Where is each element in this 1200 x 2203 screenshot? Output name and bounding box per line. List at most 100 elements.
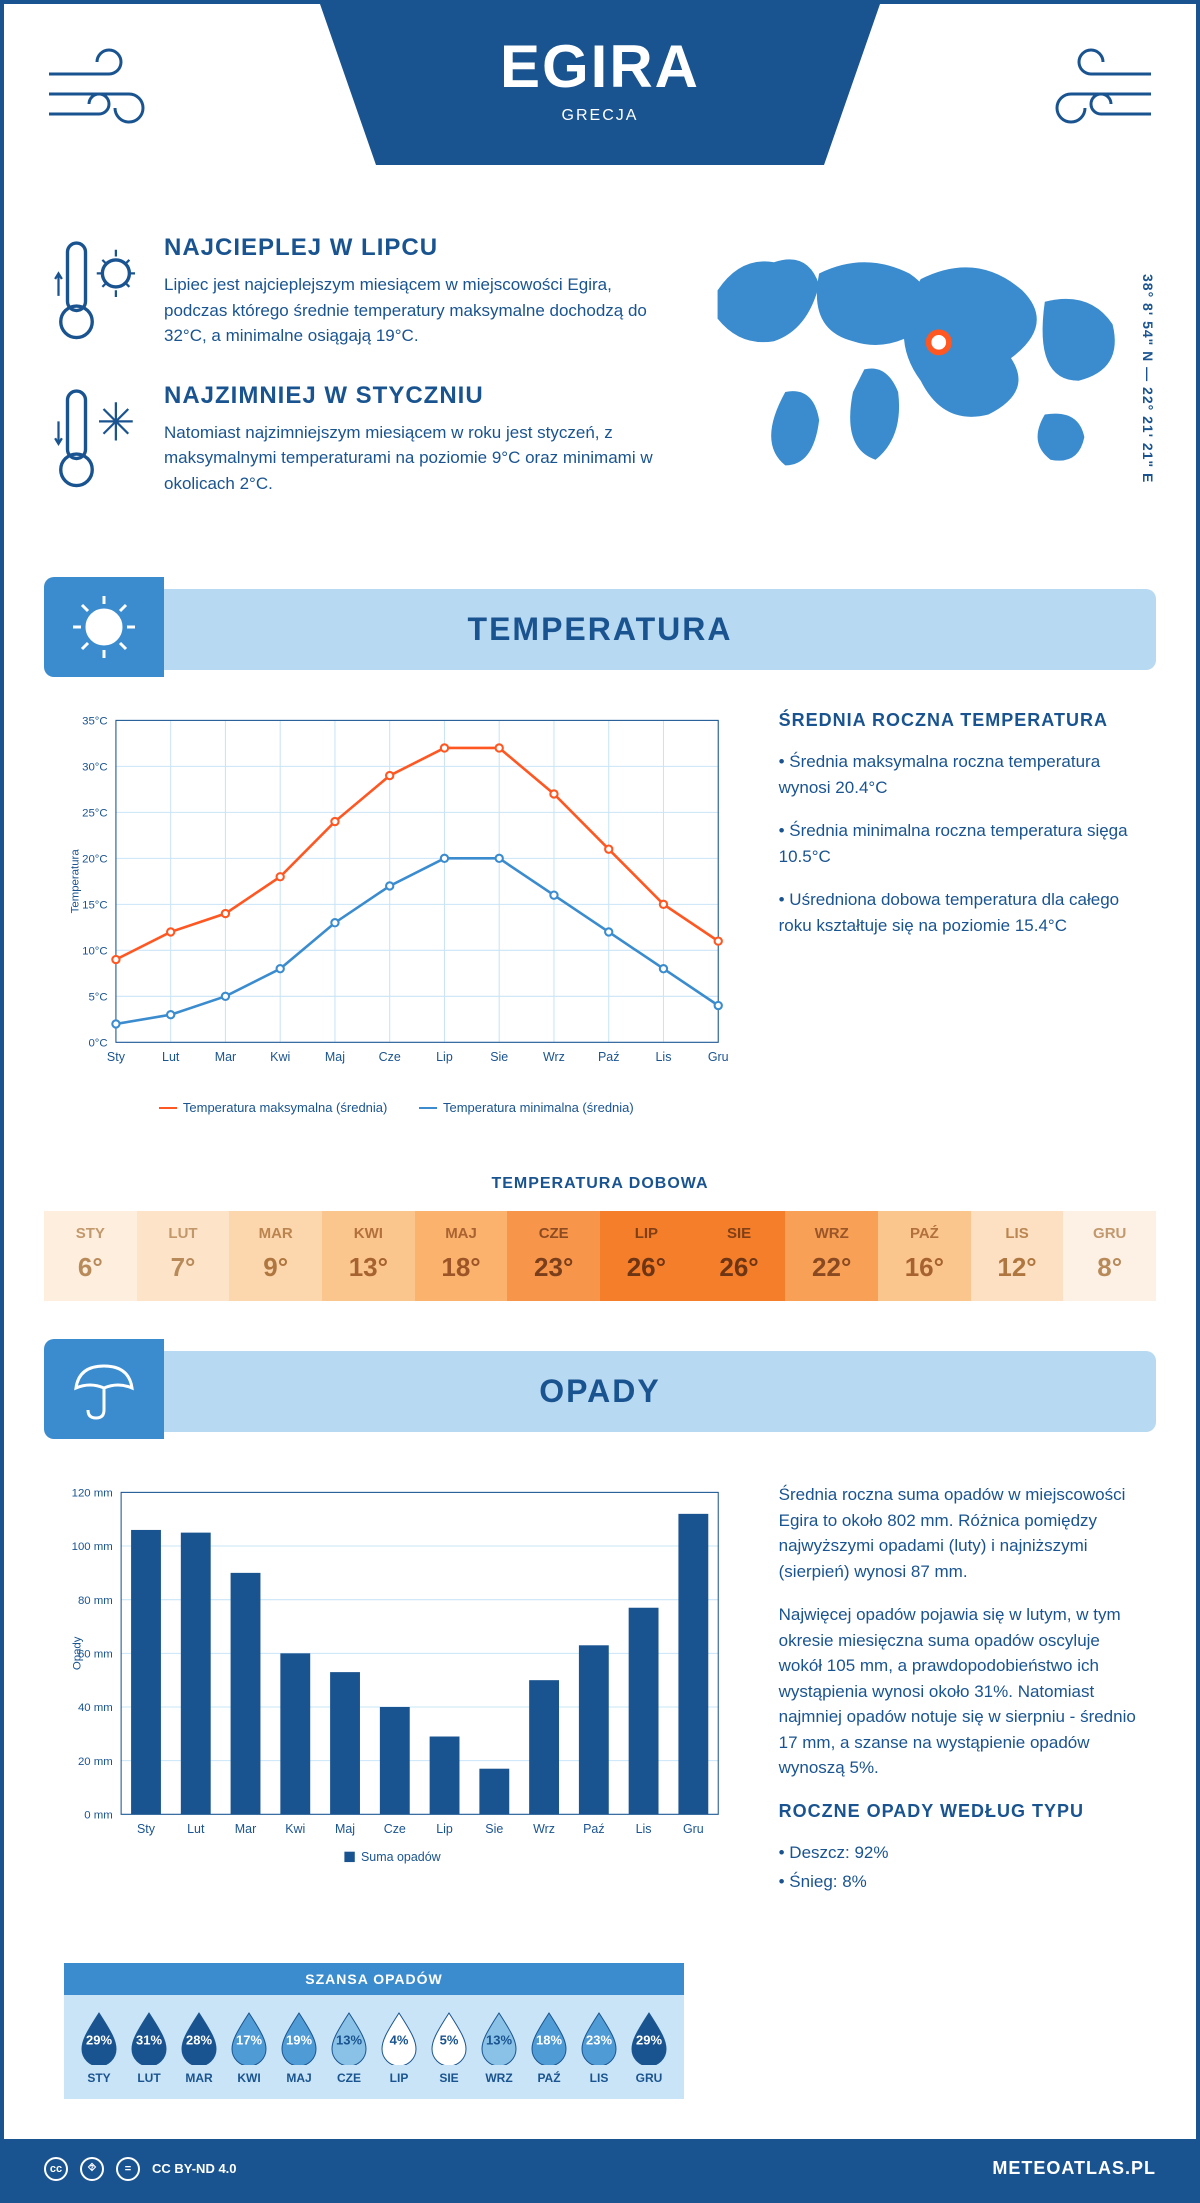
svg-text:Sty: Sty xyxy=(137,1822,156,1836)
coldest-block: NAJZIMNIEJ W STYCZNIU Natomiast najzimni… xyxy=(54,382,655,500)
svg-text:80 mm: 80 mm xyxy=(78,1595,113,1607)
svg-text:Paź: Paź xyxy=(583,1822,604,1836)
daily-temp-cell: LIS12° xyxy=(971,1211,1064,1301)
chance-cell: 18% PAŹ xyxy=(524,2009,574,2085)
hottest-title: NAJCIEPLEJ W LIPCU xyxy=(164,234,655,262)
precipitation-bar-chart: 0 mm20 mm40 mm60 mm80 mm100 mm120 mmOpad… xyxy=(64,1482,729,1877)
temp-bullet: • Średnia maksymalna roczna temperatura … xyxy=(779,749,1136,800)
temperature-text-column: ŚREDNIA ROCZNA TEMPERATURA • Średnia mak… xyxy=(779,710,1136,1115)
country-subtitle: GRECJA xyxy=(360,107,840,125)
world-map-icon xyxy=(695,234,1146,482)
svg-text:Mar: Mar xyxy=(235,1822,256,1836)
chance-cell: 13% WRZ xyxy=(474,2009,524,2085)
daily-temp-table: STY6°LUT7°MAR9°KWI13°MAJ18°CZE23°LIP26°S… xyxy=(44,1211,1156,1301)
svg-text:30°C: 30°C xyxy=(82,762,108,774)
svg-text:0°C: 0°C xyxy=(88,1037,107,1049)
temp-bullet: • Średnia minimalna roczna temperatura s… xyxy=(779,818,1136,869)
header: EGIRA GRECJA xyxy=(4,4,1196,214)
svg-text:Maj: Maj xyxy=(335,1822,355,1836)
daily-temp-cell: CZE23° xyxy=(507,1211,600,1301)
intro-text-column: NAJCIEPLEJ W LIPCU Lipiec jest najcieple… xyxy=(54,234,655,529)
sun-icon xyxy=(44,577,164,677)
svg-text:Wrz: Wrz xyxy=(533,1822,555,1836)
svg-text:25°C: 25°C xyxy=(82,808,108,820)
intro-section: NAJCIEPLEJ W LIPCU Lipiec jest najcieple… xyxy=(4,214,1196,569)
annual-type-item: • Deszcz: 92% xyxy=(779,1840,1136,1866)
svg-text:10°C: 10°C xyxy=(82,945,108,957)
chance-cell: 29% STY xyxy=(74,2009,124,2085)
svg-text:Lut: Lut xyxy=(187,1822,205,1836)
daily-temp-cell: GRU8° xyxy=(1063,1211,1156,1301)
svg-text:Sie: Sie xyxy=(490,1050,508,1064)
chance-grid: 29% STY 31% LUT 28% MAR 17% KWI 19% MAJ xyxy=(64,1995,684,2099)
thermometer-hot-icon xyxy=(54,234,144,352)
svg-text:Kwi: Kwi xyxy=(270,1050,290,1064)
legend-max: Temperatura maksymalna (średnia) xyxy=(183,1100,387,1115)
title-banner: EGIRA GRECJA xyxy=(320,4,880,165)
svg-text:100 mm: 100 mm xyxy=(72,1542,113,1554)
umbrella-icon xyxy=(44,1339,164,1439)
chance-band: SZANSA OPADÓW 29% STY 31% LUT 28% MAR 17… xyxy=(64,1963,684,2099)
temperature-legend: Temperatura maksymalna (średnia) Tempera… xyxy=(64,1097,729,1116)
annual-type-item: • Śnieg: 8% xyxy=(779,1869,1136,1895)
svg-text:Cze: Cze xyxy=(379,1050,401,1064)
svg-text:Lip: Lip xyxy=(436,1822,453,1836)
daily-temp-cell: KWI13° xyxy=(322,1211,415,1301)
thermometer-cold-icon xyxy=(54,382,144,500)
license-label: CC BY-ND 4.0 xyxy=(152,2161,237,2176)
svg-text:Opady: Opady xyxy=(72,1637,84,1671)
daily-temp-cell: PAŹ16° xyxy=(878,1211,971,1301)
svg-text:0 mm: 0 mm xyxy=(84,1810,113,1822)
nd-icon: = xyxy=(116,2157,140,2181)
infographic-page: EGIRA GRECJA NAJCIEPLEJ W LIPCU Lipiec j… xyxy=(0,0,1200,2203)
svg-text:Maj: Maj xyxy=(325,1050,345,1064)
chance-cell: 31% LUT xyxy=(124,2009,174,2085)
wind-icon xyxy=(1016,44,1156,134)
precipitation-body: 0 mm20 mm40 mm60 mm80 mm100 mm120 mmOpad… xyxy=(4,1462,1196,1943)
chance-cell: 19% MAJ xyxy=(274,2009,324,2085)
wind-icon xyxy=(44,44,184,134)
coordinates-label: 38° 8' 54" N — 22° 21' 21" E xyxy=(1140,274,1156,483)
hottest-text: Lipiec jest najcieplejszym miesiącem w m… xyxy=(164,272,655,349)
svg-text:Gru: Gru xyxy=(683,1822,704,1836)
precipitation-heading: OPADY xyxy=(44,1373,1156,1410)
daily-temp-cell: MAR9° xyxy=(229,1211,322,1301)
svg-text:Lut: Lut xyxy=(162,1050,180,1064)
daily-temp-cell: STY6° xyxy=(44,1211,137,1301)
footer: cc ⯑ = CC BY-ND 4.0 METEOATLAS.PL xyxy=(4,2139,1196,2199)
daily-temp-cell: SIE26° xyxy=(693,1211,786,1301)
daily-temp-cell: WRZ22° xyxy=(785,1211,878,1301)
chance-cell: 23% LIS xyxy=(574,2009,624,2085)
svg-text:20°C: 20°C xyxy=(82,854,108,866)
chance-cell: 5% SIE xyxy=(424,2009,474,2085)
svg-text:Cze: Cze xyxy=(384,1822,406,1836)
precipitation-section-head: OPADY xyxy=(44,1351,1156,1432)
cc-icon: cc xyxy=(44,2157,68,2181)
svg-text:5°C: 5°C xyxy=(88,991,107,1003)
svg-text:Lis: Lis xyxy=(656,1050,672,1064)
temperature-chart-wrap: 0°C5°C10°C15°C20°C25°C30°C35°CStyLutMarK… xyxy=(64,710,729,1115)
svg-text:Wrz: Wrz xyxy=(543,1050,565,1064)
svg-text:Lip: Lip xyxy=(436,1050,453,1064)
chance-cell: 17% KWI xyxy=(224,2009,274,2085)
svg-text:15°C: 15°C xyxy=(82,899,108,911)
temperature-body: 0°C5°C10°C15°C20°C25°C30°C35°CStyLutMarK… xyxy=(4,700,1196,1145)
svg-text:35°C: 35°C xyxy=(82,716,108,728)
svg-text:Sie: Sie xyxy=(485,1822,503,1836)
avg-annual-title: ŚREDNIA ROCZNA TEMPERATURA xyxy=(779,710,1136,731)
precipitation-chart-wrap: 0 mm20 mm40 mm60 mm80 mm100 mm120 mmOpad… xyxy=(64,1482,729,1913)
temperature-section-head: TEMPERATURA xyxy=(44,589,1156,670)
precipitation-text-column: Średnia roczna suma opadów w miejscowośc… xyxy=(779,1482,1136,1913)
chance-cell: 28% MAR xyxy=(174,2009,224,2085)
svg-text:Paź: Paź xyxy=(598,1050,619,1064)
world-map-wrap: 38° 8' 54" N — 22° 21' 21" E xyxy=(695,234,1146,529)
svg-text:Mar: Mar xyxy=(215,1050,236,1064)
hottest-block: NAJCIEPLEJ W LIPCU Lipiec jest najcieple… xyxy=(54,234,655,352)
temp-bullet: • Uśredniona dobowa temperatura dla całe… xyxy=(779,887,1136,938)
coldest-text: Natomiast najzimniejszym miesiącem w rok… xyxy=(164,420,655,497)
brand-label: METEOATLAS.PL xyxy=(992,2158,1156,2179)
chance-cell: 13% CZE xyxy=(324,2009,374,2085)
daily-temp-cell: LIP26° xyxy=(600,1211,693,1301)
precip-para: Najwięcej opadów pojawia się w lutym, w … xyxy=(779,1602,1136,1781)
daily-temp-cell: MAJ18° xyxy=(415,1211,508,1301)
